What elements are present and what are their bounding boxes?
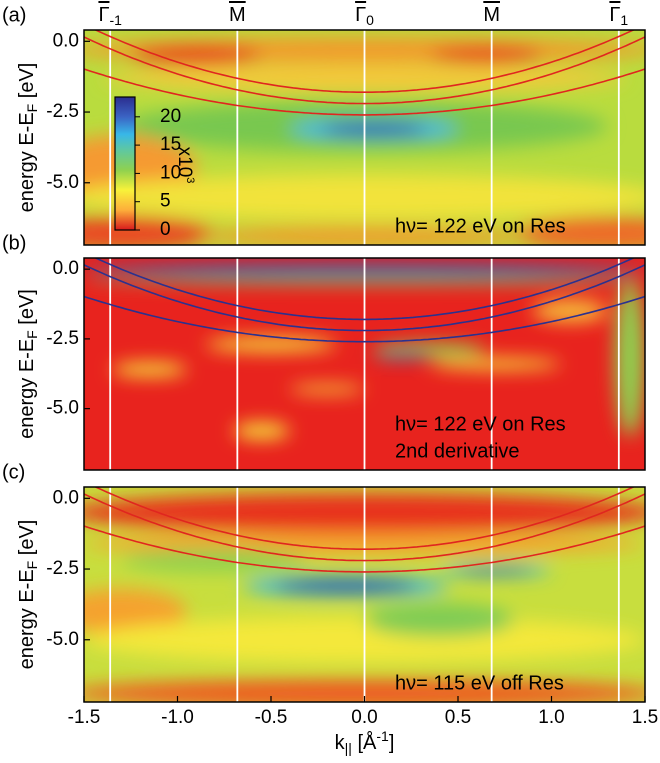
panel: 0.0 -2.5 -5.0 energy E-EF [eV] (a) hν= 122 eV… bbox=[2, 4, 646, 246]
colorbar-tick-label: 15 bbox=[160, 134, 181, 155]
y-tick-label: -2.5 bbox=[46, 328, 79, 349]
frame bbox=[83, 257, 646, 471]
map-feature bbox=[274, 579, 417, 593]
x-tick-label: 0.0 bbox=[351, 707, 377, 728]
x-tick-label: 1.0 bbox=[538, 707, 564, 728]
map-feature bbox=[321, 123, 427, 135]
map-feature bbox=[458, 567, 533, 574]
band-curve bbox=[84, 525, 645, 573]
map-feature bbox=[112, 362, 187, 377]
annotation: 2nd derivative bbox=[395, 440, 520, 462]
y-tick-label: 0.0 bbox=[53, 487, 79, 508]
y-tick-label: 0.0 bbox=[53, 30, 79, 51]
map-feature bbox=[289, 384, 365, 395]
y-tick-label: 0.0 bbox=[53, 258, 79, 279]
intensity-map bbox=[84, 487, 645, 702]
x-tick-label: 0.5 bbox=[445, 707, 471, 728]
band-curve bbox=[84, 264, 645, 332]
panel: 0.0 -2.5 -5.0 energy E-EF [eV] (b) hν= 122 eV… bbox=[2, 232, 646, 471]
y-tick-label: -5.0 bbox=[46, 629, 79, 650]
y-tick-label: -5.0 bbox=[46, 398, 79, 419]
band-curve bbox=[93, 487, 636, 550]
band-curve bbox=[93, 258, 636, 321]
map-feature bbox=[429, 46, 543, 64]
map-feature bbox=[373, 352, 430, 359]
x-tick-label: -1.0 bbox=[161, 707, 194, 728]
panel-label: (a) bbox=[2, 4, 26, 26]
map-feature bbox=[205, 337, 337, 352]
map-feature bbox=[84, 679, 645, 702]
map-feature bbox=[429, 358, 561, 370]
symmetry-label: M bbox=[229, 4, 246, 26]
y-tick-label: -5.0 bbox=[46, 172, 79, 193]
map-feature bbox=[532, 299, 608, 323]
map-feature bbox=[615, 280, 645, 437]
symmetry-label: M bbox=[483, 4, 500, 26]
colorbar-tick-label: 10 bbox=[160, 162, 181, 183]
band-curve bbox=[93, 30, 636, 93]
y-tick-label: -2.5 bbox=[46, 101, 79, 122]
map-feature bbox=[84, 174, 645, 220]
intensity-map bbox=[84, 30, 645, 245]
band-curve bbox=[84, 493, 645, 562]
frame bbox=[83, 29, 646, 246]
y-tick-label: -2.5 bbox=[46, 558, 79, 579]
x-tick-label: 1.5 bbox=[632, 707, 658, 728]
map-feature bbox=[364, 602, 515, 637]
x-axis-label: k|| [Å-1] bbox=[335, 728, 395, 756]
panel-label: (c) bbox=[2, 461, 25, 483]
band-curve bbox=[84, 295, 645, 343]
map-feature bbox=[233, 422, 290, 440]
symmetry-label: Γ-1 bbox=[98, 4, 122, 27]
y-axis-label: energy E-EF [eV] bbox=[16, 520, 39, 670]
symmetry-label: Γ0 bbox=[355, 4, 374, 27]
annotation: hν= 122 eV on Res bbox=[395, 215, 566, 237]
panel-label: (b) bbox=[2, 232, 26, 254]
colorbar-tick-label: 0 bbox=[160, 219, 171, 240]
colorbar-tick-label: 5 bbox=[160, 191, 171, 212]
x-tick-label: -1.5 bbox=[68, 707, 101, 728]
y-axis-label: energy E-EF [eV] bbox=[16, 63, 39, 213]
colorbar bbox=[114, 96, 136, 231]
annotation: hν= 115 eV off Res bbox=[395, 672, 564, 694]
map-feature bbox=[130, 45, 262, 66]
band-curve bbox=[84, 68, 645, 116]
panel: 0.0 -2.5 -5.0 energy E-EF [eV] (c) hν= 115 eV… bbox=[2, 461, 658, 756]
band-curve bbox=[84, 36, 645, 105]
y-axis-label: energy E-EF [eV] bbox=[16, 289, 39, 439]
x-tick-label: -0.5 bbox=[255, 707, 288, 728]
annotation: hν= 122 eV on Res bbox=[395, 413, 566, 435]
colorbar-label: x103 bbox=[174, 147, 196, 184]
map-feature bbox=[514, 216, 645, 245]
intensity-map bbox=[84, 258, 645, 470]
colorbar-tick-label: 20 bbox=[160, 106, 181, 127]
symmetry-label: Γ1 bbox=[609, 4, 628, 27]
